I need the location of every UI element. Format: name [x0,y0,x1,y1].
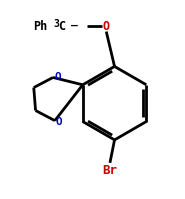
Text: —: — [71,21,78,31]
Text: Ph: Ph [33,20,47,33]
Text: Br: Br [102,164,117,177]
Text: O: O [103,20,110,33]
Text: 3: 3 [53,19,59,29]
Text: O: O [54,72,61,82]
Text: C: C [58,20,66,33]
Text: O: O [56,117,62,127]
